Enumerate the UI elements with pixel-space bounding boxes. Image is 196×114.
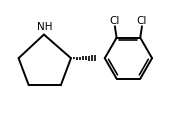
Text: Cl: Cl xyxy=(110,16,120,26)
Text: Cl: Cl xyxy=(137,16,147,26)
Text: NH: NH xyxy=(37,22,52,32)
